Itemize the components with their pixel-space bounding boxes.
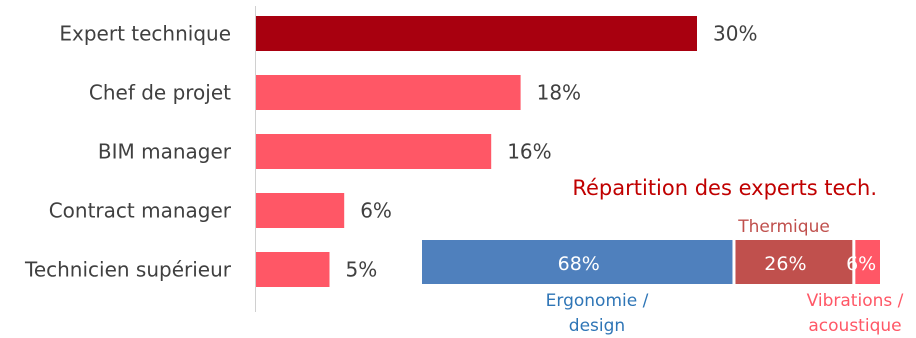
bar-4 <box>256 252 330 287</box>
value-label-2: 16% <box>507 140 551 164</box>
value-label-1: 18% <box>537 81 581 105</box>
value-label-0: 30% <box>713 22 757 46</box>
segment-2 <box>855 240 880 284</box>
segment-label-2: 6% <box>846 253 876 275</box>
category-label-1: Chef de projet <box>89 81 231 105</box>
segment-name-2-line-1: acoustique <box>808 316 901 336</box>
segment-name-0-line-1: design <box>569 316 625 336</box>
segment-name-2-line-0: Vibrations / <box>807 291 904 311</box>
bar-3 <box>256 193 345 228</box>
value-label-3: 6% <box>360 199 392 223</box>
category-label-0: Expert technique <box>59 22 231 46</box>
category-label-4: Technicien supérieur <box>24 258 232 282</box>
stacked-chart-title: Répartition des experts tech. <box>572 176 877 200</box>
segment-label-1: 26% <box>764 253 806 275</box>
segment-1 <box>735 240 853 284</box>
value-label-4: 5% <box>346 258 378 282</box>
category-label-3: Contract manager <box>49 199 232 223</box>
category-label-2: BIM manager <box>98 140 232 164</box>
bar-1 <box>256 75 521 110</box>
bar-0 <box>256 16 697 51</box>
segment-name-1-line-0: Thermique <box>737 217 830 237</box>
segment-name-0-line-0: Ergonomie / <box>546 291 649 311</box>
bar-2 <box>256 134 492 169</box>
segment-label-0: 68% <box>558 253 600 275</box>
segment-0 <box>422 240 733 284</box>
